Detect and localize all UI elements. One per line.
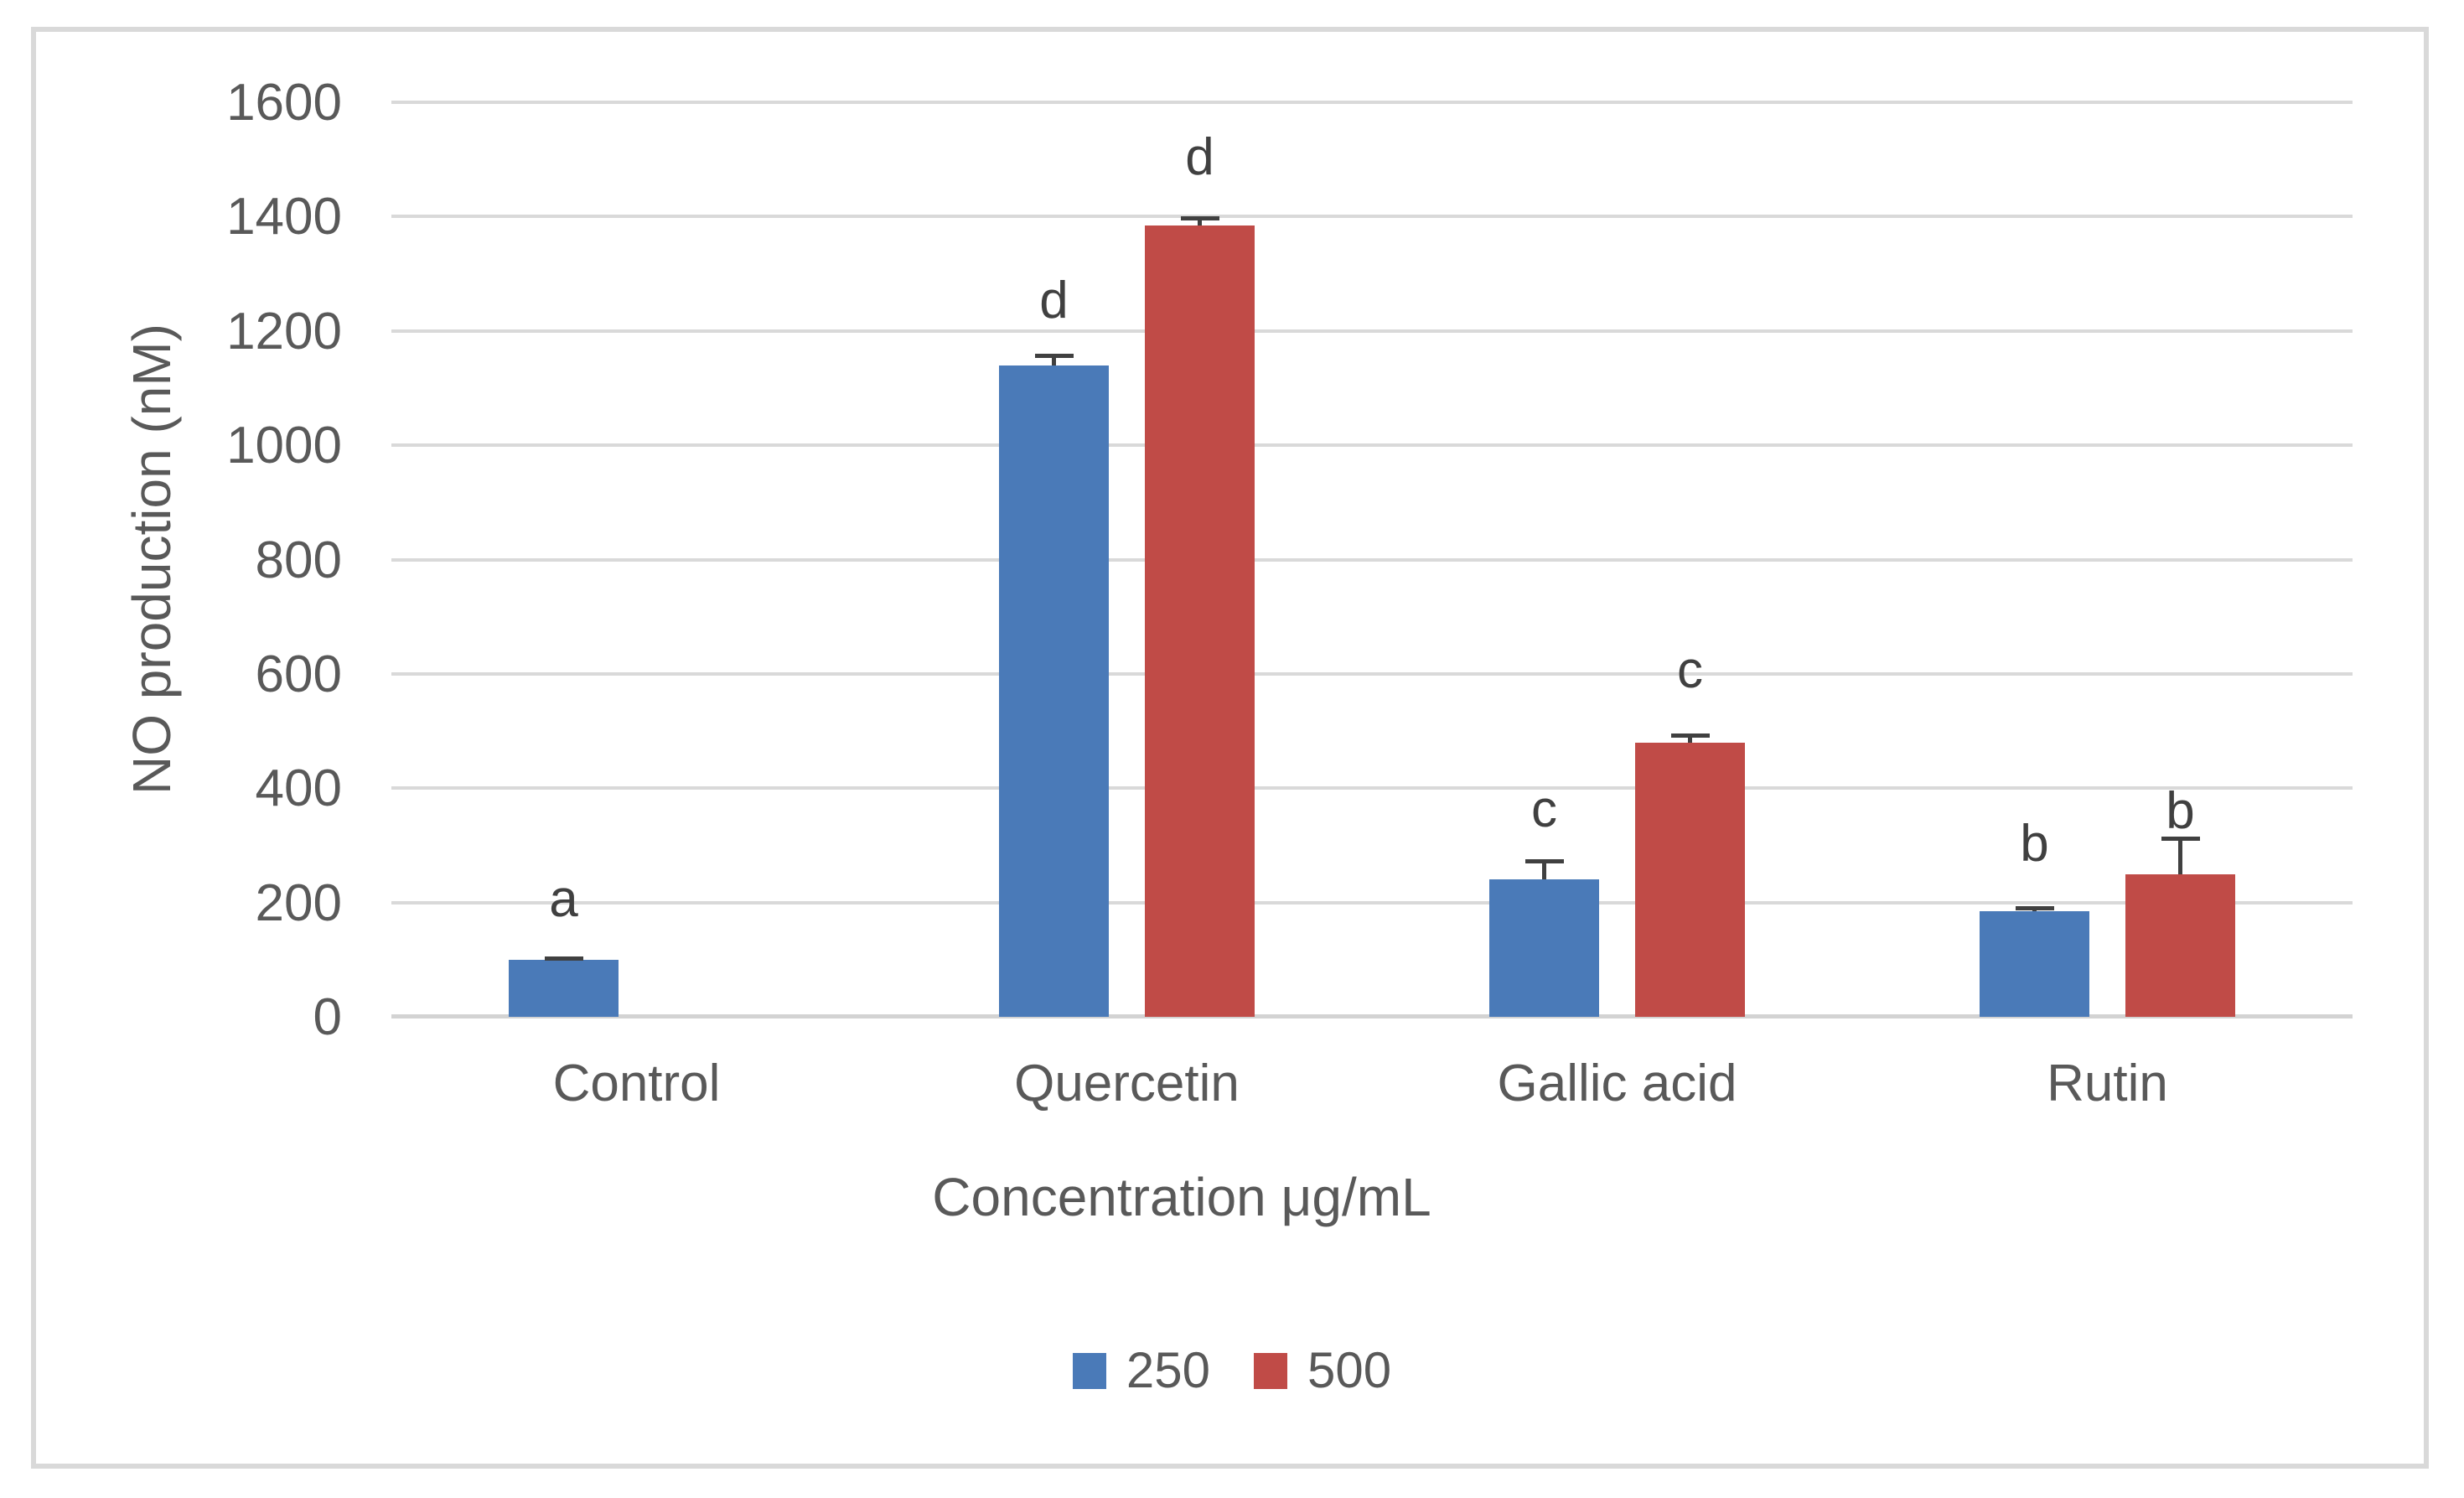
y-tick-label: 0 [313, 988, 342, 1046]
bar-rutin-250 [1980, 910, 2089, 1017]
bar-gallic-acid-250 [1489, 879, 1599, 1017]
x-axis-line [391, 1014, 2353, 1019]
gridline-1400 [391, 215, 2353, 219]
bar-quercetin-250 [999, 365, 1109, 1017]
significance-letter-quercetin-500: d [1185, 128, 1214, 187]
error-bar-whisker [1542, 859, 1546, 880]
significance-letter-quercetin-250: d [1039, 271, 1069, 329]
category-label-control: Control [552, 1055, 721, 1112]
bar-control-250 [509, 959, 619, 1017]
gridline-1000 [391, 443, 2353, 448]
y-tick-label: 600 [255, 645, 342, 703]
legend-label-500: 500 [1307, 1342, 1392, 1398]
legend-item-250: 250 [1072, 1342, 1210, 1398]
y-tick-label: 1400 [226, 188, 342, 246]
legend-label-250: 250 [1126, 1342, 1210, 1398]
category-label-quercetin: Quercetin [1014, 1055, 1240, 1112]
error-bar-whisker [1052, 354, 1056, 365]
significance-letter-control-250: a [549, 869, 578, 928]
error-bar-whisker [1198, 216, 1202, 225]
y-tick-label: 1600 [226, 74, 342, 132]
significance-letter-rutin-250: b [2020, 815, 2049, 873]
legend-swatch-500 [1254, 1352, 1287, 1389]
bar-gallic-acid-500 [1635, 742, 1745, 1017]
significance-letter-gallic-acid-500: c [1677, 641, 1703, 700]
category-label-gallic-acid: Gallic acid [1497, 1055, 1737, 1112]
error-bar-cap [1524, 859, 1564, 864]
legend-swatch-250 [1072, 1352, 1106, 1389]
plot-area: a d c b d c b [391, 101, 2353, 1019]
significance-letter-gallic-acid-250: c [1531, 780, 1557, 839]
bar-quercetin-500 [1145, 225, 1255, 1017]
error-bar-cap [1034, 354, 1074, 359]
gridline-1600 [391, 101, 2353, 104]
error-bar-cap [2161, 837, 2200, 842]
gridline-1200 [391, 329, 2353, 333]
error-bar-cap [1180, 216, 1219, 221]
error-bar-cap [2015, 906, 2054, 911]
gridline-200 [391, 900, 2353, 905]
gridline-400 [391, 786, 2353, 790]
gridline-800 [391, 557, 2353, 562]
x-axis-title: Concentration μg/mL [932, 1167, 1431, 1227]
category-label-rutin: Rutin [2047, 1055, 2168, 1112]
bar-rutin-500 [2125, 873, 2235, 1017]
y-tick-label: 200 [255, 873, 342, 932]
error-bar-whisker [2178, 837, 2182, 874]
legend-item-500: 500 [1254, 1345, 1391, 1396]
significance-letter-rutin-500: b [2166, 782, 2195, 841]
y-tick-label: 800 [255, 531, 342, 589]
legend: 250 500 [0, 1341, 2464, 1400]
gridline-600 [391, 671, 2353, 676]
error-bar-cap [544, 956, 583, 962]
error-bar-whisker [1688, 733, 1692, 743]
y-tick-label: 400 [255, 759, 342, 818]
error-bar-cap [1670, 733, 1710, 739]
y-tick-label: 1000 [226, 417, 342, 475]
y-tick-label: 1200 [226, 302, 342, 360]
